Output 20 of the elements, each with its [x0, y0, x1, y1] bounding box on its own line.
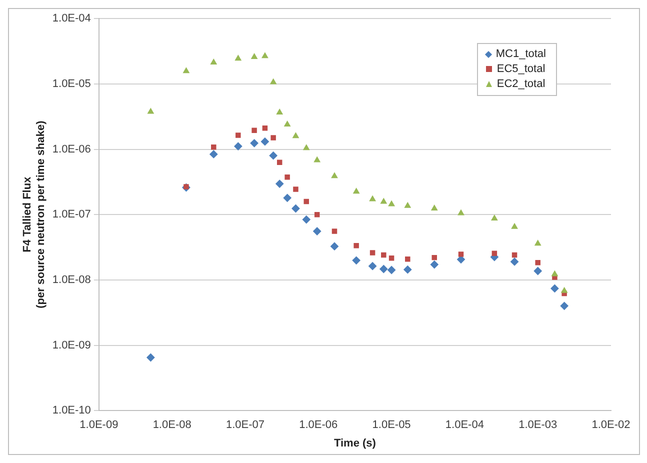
y-tick-label: 1.0E-07 — [52, 208, 91, 221]
legend-label: EC5_total — [496, 63, 546, 75]
x-tick-label: 1.0E-02 — [592, 419, 630, 432]
x-tick-label: 1.0E-06 — [299, 419, 338, 432]
x-tick-label: 1.0E-03 — [518, 419, 558, 432]
y-tick-label: 1.0E-09 — [52, 339, 91, 352]
x-tick-label: 1.0E-04 — [445, 419, 484, 432]
x-axis-title: Time (s) — [334, 437, 376, 450]
y-axis-title: F4 Tallied Flux (per source neutron per time shake) — [22, 120, 47, 308]
y-tick-label: 1.0E-05 — [52, 78, 91, 90]
x-tick-label: 1.0E-09 — [80, 419, 118, 432]
y-tick-label: 1.0E-04 — [52, 12, 91, 25]
y-tick-label: 1.0E-08 — [52, 274, 91, 286]
y-tick-label: 1.0E-10 — [52, 404, 91, 417]
x-tick-label: 1.0E-08 — [152, 419, 192, 432]
x-tick-label: 1.0E-05 — [372, 419, 411, 432]
legend-label: MC1_total — [496, 48, 546, 60]
x-tick-label: 1.0E-07 — [226, 419, 264, 432]
legend-label: EC2_total — [496, 78, 546, 90]
y-tick-label: 1.0E-06 — [52, 143, 91, 156]
